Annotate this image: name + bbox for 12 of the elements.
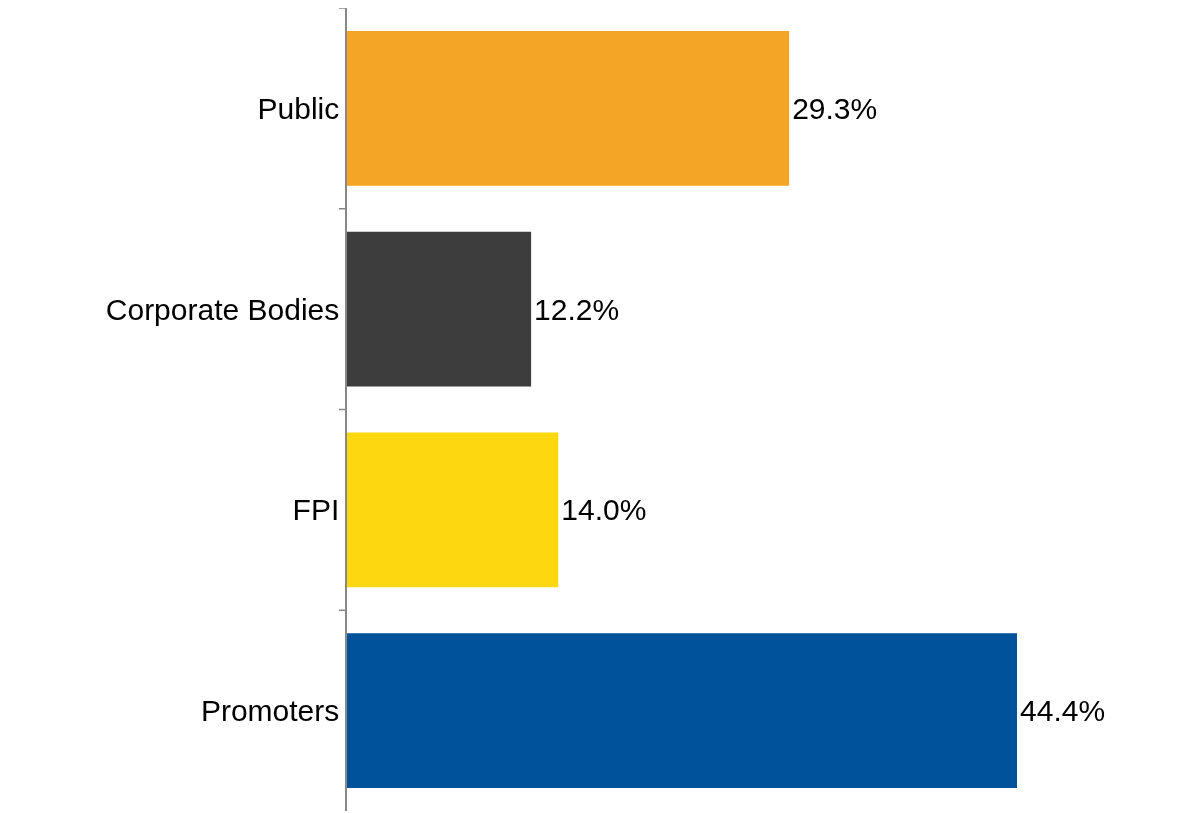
data-label: 29.3% — [792, 91, 878, 125]
y-tick-label: Public — [257, 91, 340, 125]
bar — [347, 231, 532, 387]
bar — [347, 432, 559, 588]
bar — [347, 633, 1017, 788]
y-tick-label: Promoters — [200, 694, 340, 728]
y-tick-label: Corporate Bodies — [105, 292, 340, 326]
data-label: 14.0% — [561, 493, 647, 527]
y-tick-label: FPI — [292, 493, 340, 527]
bar — [347, 31, 790, 186]
data-label: 12.2% — [534, 292, 620, 326]
data-label: 44.4% — [1020, 694, 1106, 728]
